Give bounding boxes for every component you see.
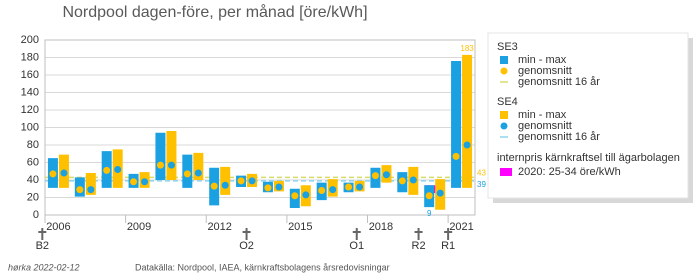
range-bar <box>85 173 96 195</box>
legend-label: genomsnitt <box>518 120 572 132</box>
avg-dot <box>130 178 138 186</box>
legend-swatch <box>500 56 508 64</box>
y-tick-label: 80 <box>27 139 39 151</box>
legend-label: min - max <box>518 54 567 66</box>
avg-dot <box>221 181 229 189</box>
avg-dot <box>436 189 444 197</box>
avg-dot <box>76 186 84 194</box>
range-bar <box>193 152 204 180</box>
event-label: R2 <box>412 240 426 252</box>
range-bar <box>462 54 473 188</box>
legend-box <box>487 32 689 199</box>
avg-dot <box>248 177 256 185</box>
avg-dot <box>452 152 460 160</box>
avg-dot <box>318 187 326 194</box>
legend-swatch <box>500 111 508 119</box>
legend-swatch <box>500 67 508 75</box>
range-bar <box>220 166 231 195</box>
avg-dot <box>463 141 471 149</box>
y-tick-label: 160 <box>21 69 39 81</box>
value-label: 9 <box>427 209 432 218</box>
event-label: O1 <box>349 240 364 252</box>
avg-dot <box>329 186 337 194</box>
x-tick-label: 2009 <box>127 221 151 233</box>
avg-dot <box>382 171 390 179</box>
range-bar <box>155 132 166 180</box>
legend-label: genomsnitt 16 år <box>518 76 600 88</box>
legend-label: min - max <box>518 109 567 121</box>
avg-dot <box>409 176 417 184</box>
internal-price-bar <box>424 185 445 194</box>
y-tick-label: 200 <box>21 34 39 46</box>
legend-title: SE4 <box>497 96 518 108</box>
avg16-label: 43 <box>477 168 486 177</box>
avg-dot <box>103 166 111 174</box>
y-tick-label: 40 <box>27 174 39 186</box>
x-tick-label: 2006 <box>46 221 70 233</box>
x-tick-label: 2021 <box>449 221 473 233</box>
avg-dot <box>87 186 95 194</box>
x-tick-label: 2012 <box>207 221 231 233</box>
avg-dot <box>210 182 218 190</box>
avg-dot <box>237 177 245 185</box>
event-label: O2 <box>239 240 254 252</box>
avg-dot <box>49 170 57 178</box>
y-tick-label: 100 <box>21 121 39 133</box>
avg-dot <box>425 192 433 200</box>
plot-frame <box>44 39 476 216</box>
avg16-label: 39 <box>477 180 486 189</box>
y-tick-label: 140 <box>21 86 39 98</box>
avg-dot <box>156 161 164 169</box>
legend-title: internpris kärnkraftsel till ägarbolagen <box>497 152 680 164</box>
y-tick-label: 0 <box>33 209 39 221</box>
legend-label: 2020: 25-34 öre/kWh <box>518 166 621 178</box>
y-tick-label: 60 <box>27 156 39 168</box>
avg-dot <box>302 191 310 199</box>
avg-dot <box>60 169 68 177</box>
legend-title: SE3 <box>497 41 518 53</box>
legend-swatch <box>500 168 512 176</box>
avg-dot <box>264 184 272 192</box>
value-label: 183 <box>460 44 474 53</box>
avg-dot <box>398 177 406 185</box>
y-tick-label: 20 <box>27 191 39 203</box>
event-label: R1 <box>441 240 455 252</box>
avg-dot <box>356 183 364 191</box>
legend-label: genomsnitt <box>518 65 572 77</box>
avg-dot <box>345 183 353 191</box>
footer-date: hørka 2022-02-12 <box>8 262 80 272</box>
avg-dot <box>141 178 149 186</box>
event-label: B2 <box>36 240 49 252</box>
x-tick-label: 2015 <box>288 221 312 233</box>
avg-dot <box>275 183 283 191</box>
chart-title: Nordpool dagen-före, per månad [öre/kWh] <box>62 3 367 21</box>
legend-swatch <box>500 122 508 130</box>
avg-dot <box>291 192 299 200</box>
y-tick-label: 120 <box>21 104 39 116</box>
range-bar <box>451 61 462 188</box>
avg-dot <box>167 161 175 169</box>
footer-source: Datakälla: Nordpool, IAEA, kärnkraftsbol… <box>135 262 390 272</box>
avg-dot <box>114 166 122 173</box>
range-bar <box>166 131 177 180</box>
x-tick-label: 2018 <box>369 221 393 233</box>
avg-dot <box>194 169 202 177</box>
avg-dot <box>371 172 379 180</box>
y-tick-label: 180 <box>21 51 39 63</box>
avg-dot <box>183 170 191 178</box>
legend-label: genomsnitt 16 år <box>518 131 600 143</box>
